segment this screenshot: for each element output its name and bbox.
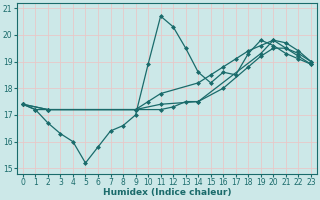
X-axis label: Humidex (Indice chaleur): Humidex (Indice chaleur) xyxy=(103,188,231,197)
